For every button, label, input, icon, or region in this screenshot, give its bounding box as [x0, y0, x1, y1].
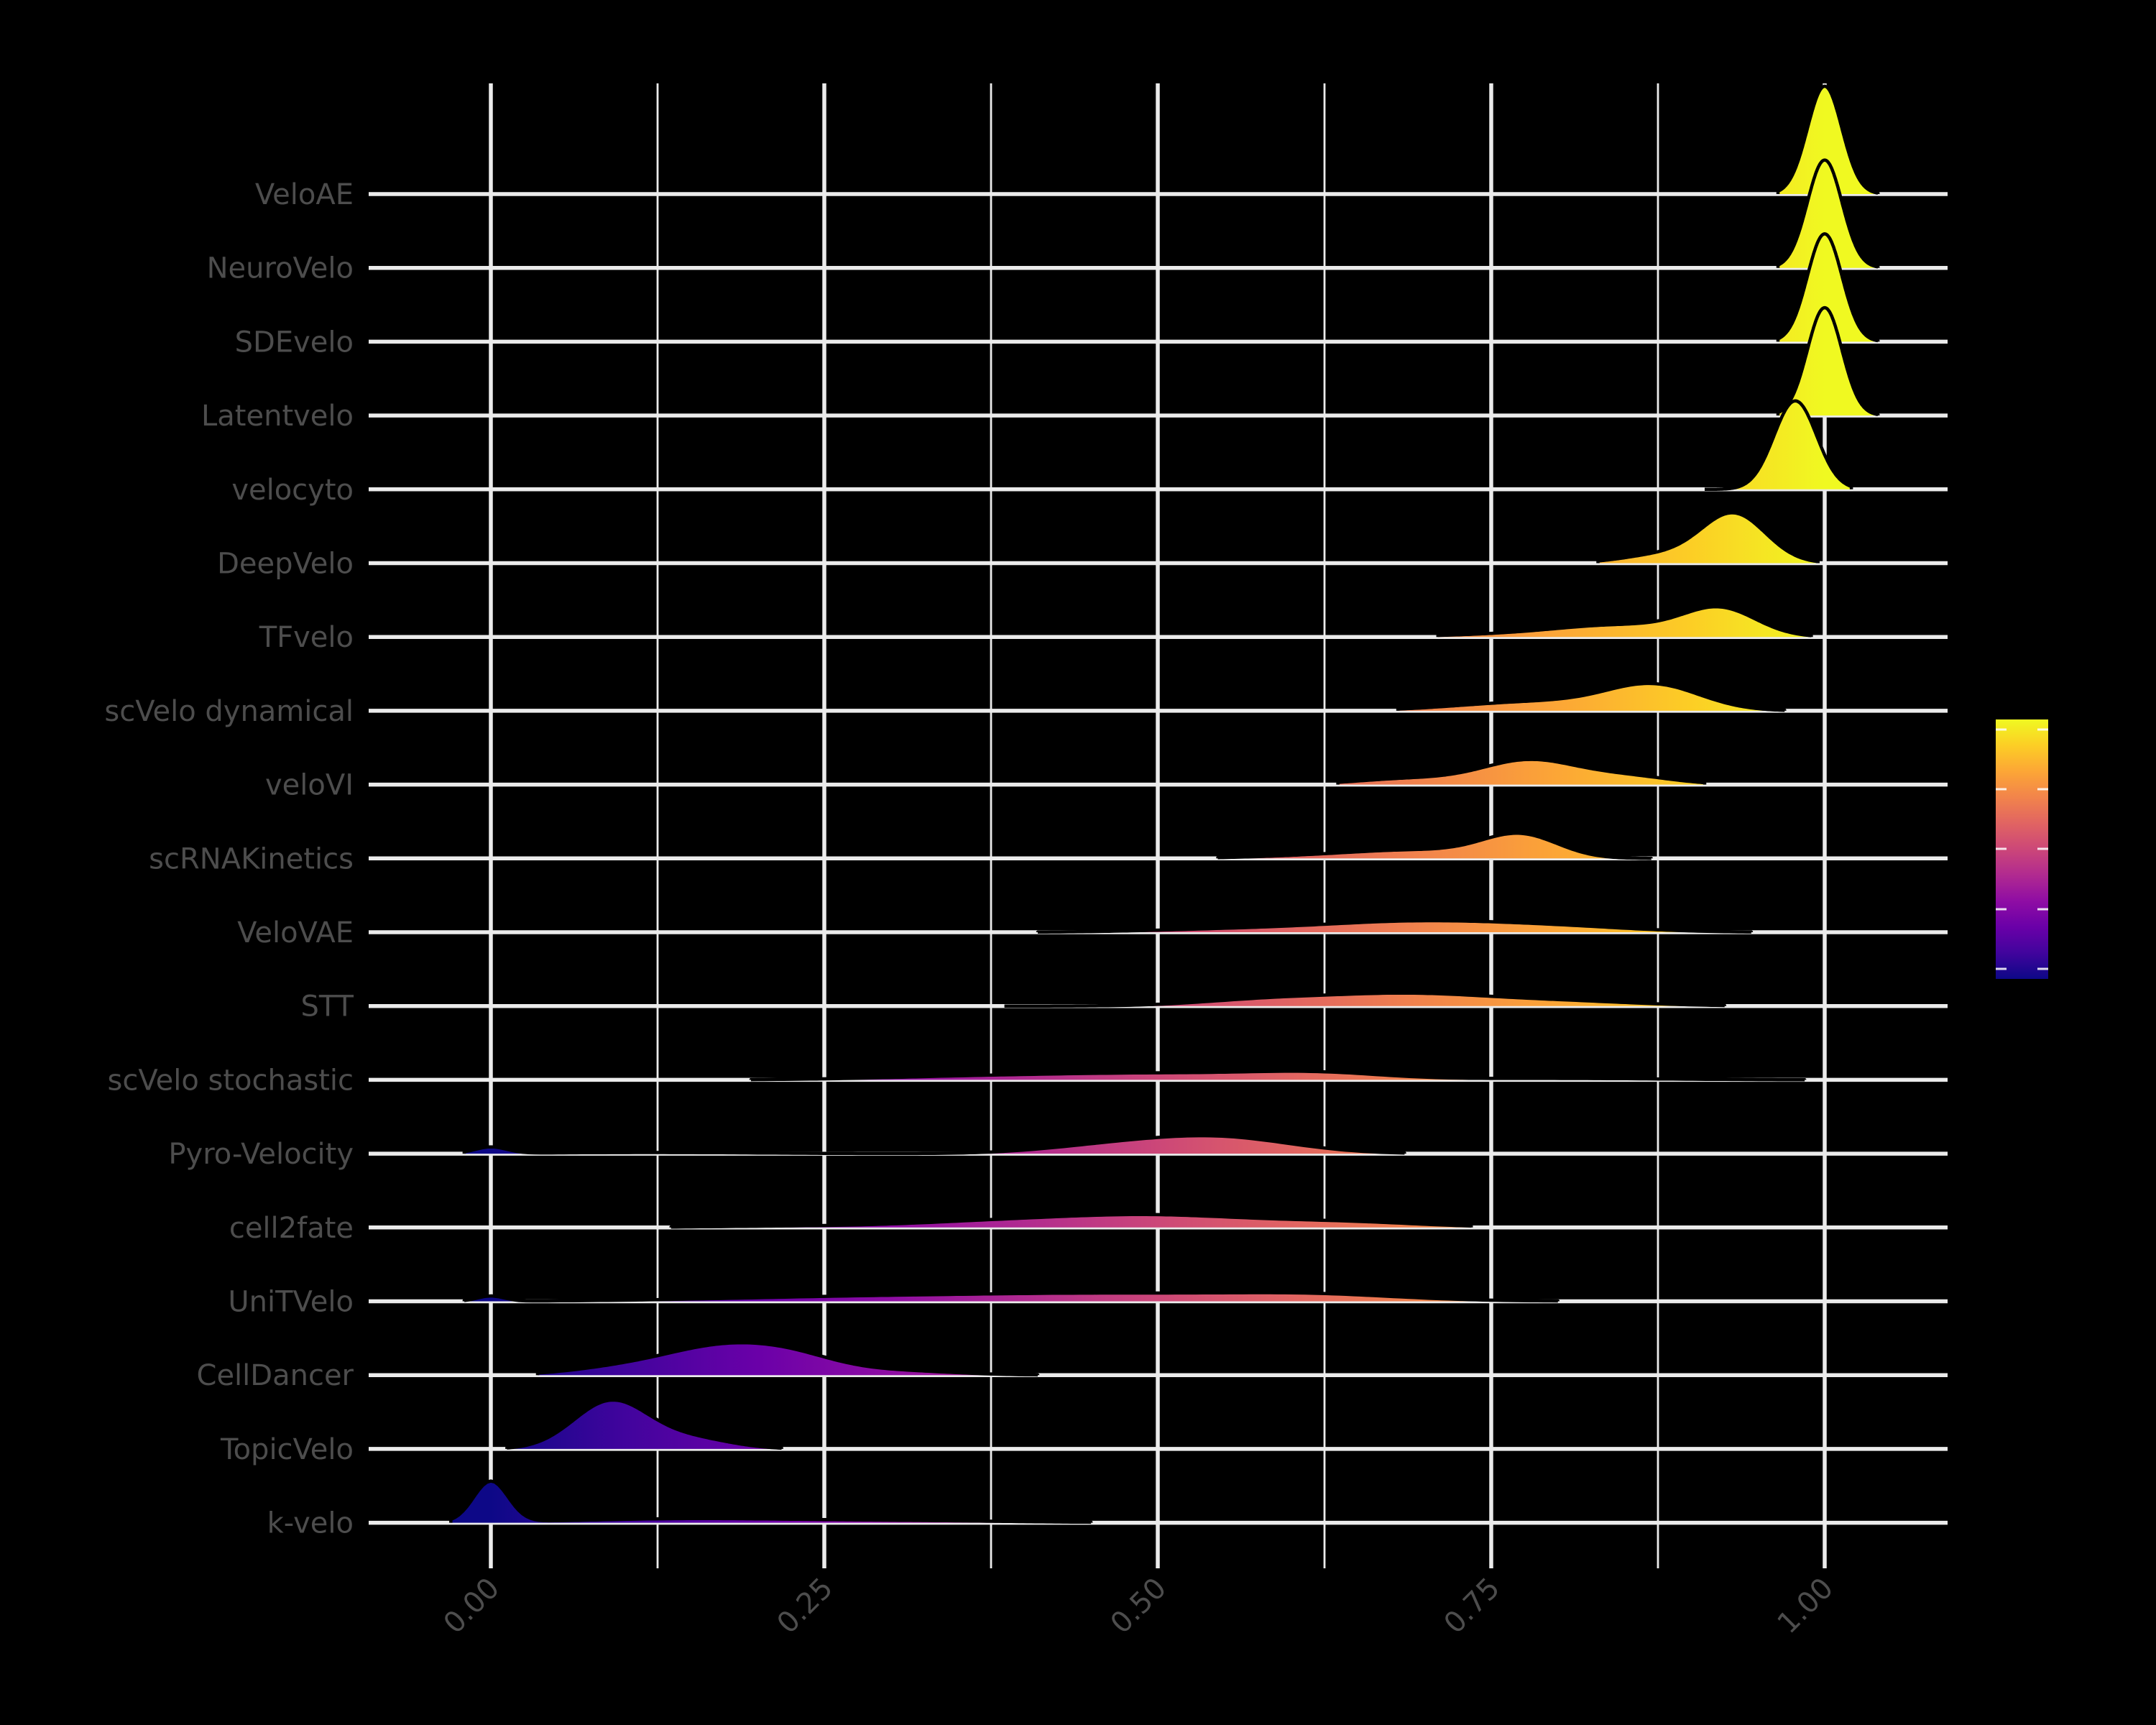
ridge-scvelo-dynamical	[1396, 681, 1787, 712]
y-axis-label: CellDancer	[197, 1359, 354, 1392]
ridge-scvelo-stochastic	[749, 1070, 1807, 1082]
y-axis-label: scRNAKinetics	[149, 842, 354, 875]
y-axis-label: scVelo stochastic	[108, 1064, 354, 1097]
x-axis-tick-label: 0.50	[1105, 1572, 1174, 1641]
ridge-unitvelo	[462, 1291, 1560, 1303]
ridge-sdevelo	[1776, 232, 1880, 343]
y-axis-label: cell2fate	[229, 1212, 354, 1245]
y-axis-label: scVelo dynamical	[104, 695, 354, 728]
ridge-pyro-velocity	[462, 1133, 1406, 1156]
ridge-velovi	[1336, 758, 1707, 785]
colorbar-legend	[1996, 719, 2048, 979]
y-axis-label: UniTVelo	[228, 1286, 354, 1319]
x-axis-tick-label: 1.00	[1772, 1572, 1841, 1641]
y-axis-label: VeloAE	[255, 178, 354, 211]
y-axis-label: Latentvelo	[201, 400, 354, 433]
ridge-celldancer	[535, 1340, 1040, 1377]
y-axis-label: veloVI	[265, 769, 354, 802]
colorbar-ticks	[1996, 728, 2048, 970]
ridge-tfvelo	[1436, 604, 1813, 638]
y-axis-label: SDEvelo	[235, 326, 354, 359]
y-axis-label: TopicVelo	[220, 1433, 354, 1466]
ridge-k-velo	[449, 1479, 1093, 1524]
y-axis-label: TFvelo	[259, 621, 354, 654]
x-axis-tick-label: 0.75	[1438, 1572, 1507, 1641]
ridges	[449, 84, 1880, 1524]
y-axis-label: k-velo	[267, 1507, 354, 1540]
y-axis-label: VeloVAE	[237, 916, 354, 949]
ridge-latentvelo	[1776, 305, 1880, 417]
ridge-scrnakinetics	[1216, 832, 1653, 860]
x-axis-tick-label: 0.25	[771, 1572, 840, 1641]
y-axis-label: velocyto	[231, 474, 354, 507]
y-axis-label: Pyro-Velocity	[168, 1138, 354, 1171]
y-axis-labels: VeloAE NeuroVelo SDEvelo Latentvelo velocyto…	[104, 178, 354, 1540]
ridge-neurovelo	[1776, 158, 1880, 269]
ridge-stt	[1004, 991, 1727, 1008]
ridge-deepvelo	[1596, 511, 1820, 564]
x-axis-tick-label: 0.00	[438, 1572, 507, 1641]
x-axis-labels: 0.00 0.25 0.50 0.75 1.00	[438, 1572, 1841, 1641]
y-axis-label: DeepVelo	[217, 548, 354, 581]
y-axis-label: NeuroVelo	[207, 252, 354, 285]
ridge-topicvelo	[505, 1398, 783, 1450]
ridge-velocyto	[1703, 399, 1853, 492]
y-axis-label: STT	[300, 990, 354, 1024]
grid-lines	[369, 83, 1948, 1568]
ridge-veloae	[1776, 84, 1880, 195]
ridge-cell2fate	[669, 1213, 1473, 1229]
ridge-velovae	[1036, 919, 1754, 934]
